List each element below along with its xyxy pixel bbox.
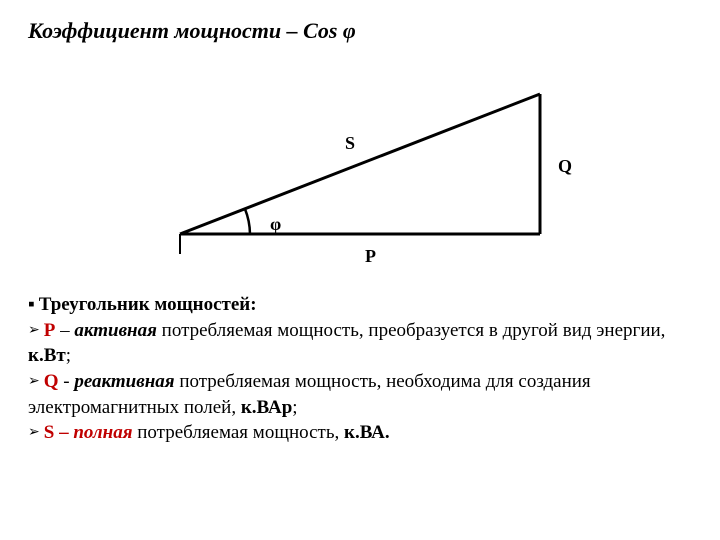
- power-triangle-diagram: S Q P φ: [140, 54, 580, 274]
- Q-dash: -: [59, 371, 75, 392]
- bullet-arrow-icon: ➢: [28, 371, 40, 390]
- S-symbol: S: [44, 422, 55, 443]
- S-end: .: [385, 422, 390, 443]
- P-end: ;: [66, 345, 71, 366]
- label-S: S: [345, 133, 355, 153]
- triangle-heading: Треугольник мощностей:: [39, 294, 257, 315]
- Q-adjective: реактивная: [74, 371, 174, 392]
- P-adjective: активная: [74, 320, 157, 341]
- P-dash: –: [55, 320, 74, 341]
- P-text: потребляемая мощность, преобразуется в д…: [157, 320, 666, 341]
- angle-arc: [245, 209, 250, 234]
- bullet-arrow-icon: ➢: [28, 320, 40, 339]
- bullet-arrow-icon: ➢: [28, 422, 40, 441]
- slide-title: Коэффициент мощности – Cos φ: [28, 18, 692, 44]
- label-phi: φ: [270, 214, 281, 234]
- side-S: [180, 94, 540, 234]
- description-block: ▪Треугольник мощностей: ➢P – активная по…: [28, 292, 692, 446]
- diagram-container: S Q P φ: [28, 54, 692, 274]
- label-P: P: [365, 246, 376, 266]
- label-Q: Q: [558, 156, 572, 176]
- S-unit: к.ВА: [344, 422, 385, 443]
- Q-symbol: Q: [44, 371, 59, 392]
- Q-unit: к.ВАр: [241, 397, 292, 418]
- Q-end: ;: [292, 397, 297, 418]
- P-unit: к.Вт: [28, 345, 66, 366]
- S-dash: –: [54, 422, 73, 443]
- P-symbol: P: [44, 320, 56, 341]
- S-adjective: полная: [73, 422, 132, 443]
- bullet-square-icon: ▪: [28, 292, 35, 318]
- S-text: потребляемая мощность,: [133, 422, 345, 443]
